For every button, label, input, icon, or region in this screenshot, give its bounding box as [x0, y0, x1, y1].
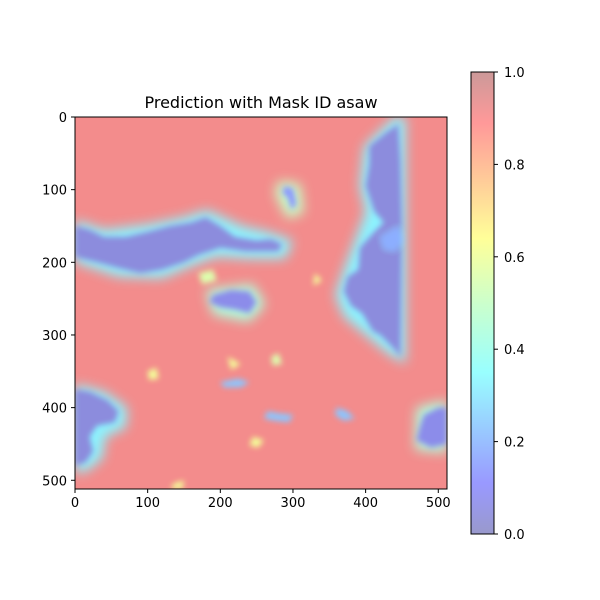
colorbar-tick-label: 1.0	[504, 66, 525, 81]
colorbar-wash	[471, 72, 494, 534]
colorbar-tick-label: 0.8	[504, 158, 525, 173]
plot-area	[75, 117, 447, 489]
colorbar-frame	[470, 71, 495, 535]
x-tick-label: 100	[135, 496, 160, 511]
x-tick-label: 500	[426, 496, 451, 511]
colorbar-tick-label: 0.2	[504, 436, 525, 451]
colorbar-tick-label: 0.0	[504, 528, 525, 543]
alpha-overlay	[75, 117, 447, 489]
x-tick-label: 200	[208, 496, 233, 511]
y-axis-ticks: 0 100 200 300 400 500	[42, 111, 75, 489]
colorbar-tick-label: 0.6	[504, 251, 525, 266]
y-tick-label: 300	[42, 329, 67, 344]
colorbar-ticks: 0.0 0.2 0.4 0.6 0.8 1.0	[494, 66, 525, 543]
y-tick-label: 100	[42, 184, 67, 199]
y-tick-label: 200	[42, 256, 67, 271]
x-tick-label: 0	[71, 496, 79, 511]
y-tick-label: 0	[59, 111, 67, 126]
y-tick-label: 400	[42, 402, 67, 417]
x-tick-label: 400	[353, 496, 378, 511]
y-tick-label: 500	[42, 474, 67, 489]
colorbar-tick-label: 0.4	[504, 343, 525, 358]
chart-title: Prediction with Mask ID asaw	[144, 93, 377, 112]
x-tick-label: 300	[281, 496, 306, 511]
plot-frame	[74, 116, 448, 490]
colorbar: 0.0 0.2 0.4 0.6 0.8 1.0	[470, 66, 525, 543]
x-axis-ticks: 0 100 200 300 400 500	[71, 489, 451, 511]
